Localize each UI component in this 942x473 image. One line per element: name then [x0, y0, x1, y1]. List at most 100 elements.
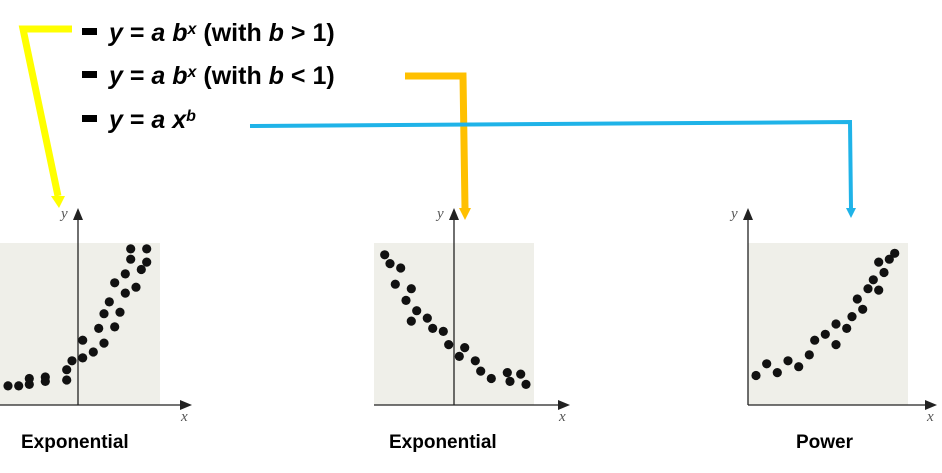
connector-line: [18, 25, 72, 197]
connector-line: [249, 119, 853, 209]
data-point: [126, 244, 136, 254]
legend-var-y: y: [109, 19, 123, 47]
data-point: [794, 362, 804, 372]
data-point: [385, 259, 395, 269]
data-point: [115, 307, 125, 317]
data-point: [874, 257, 884, 267]
data-point: [390, 279, 400, 289]
connector-arrow-icon: [846, 208, 856, 218]
data-point: [406, 316, 416, 326]
data-point: [486, 373, 496, 384]
data-point: [516, 369, 526, 379]
legend-coef: a: [151, 106, 166, 134]
data-point: [502, 368, 512, 378]
x-axis-arrow-icon: [925, 400, 937, 410]
legend-base: b: [172, 19, 188, 47]
legend-bullet: [82, 27, 97, 35]
data-point: [62, 365, 72, 375]
data-point: [810, 335, 820, 345]
legend-item-exponential-growth: y = a bx (with b > 1): [82, 18, 335, 48]
data-point: [142, 244, 152, 254]
y-axis-label: y: [729, 206, 738, 222]
data-point: [78, 335, 88, 345]
legend-equals: =: [122, 19, 152, 47]
data-point: [406, 284, 416, 294]
data-point: [380, 250, 390, 260]
y-axis-arrow-icon: [73, 208, 83, 220]
y-axis-arrow-icon: [449, 208, 459, 220]
data-point: [62, 375, 72, 385]
connector-yellow: [18, 25, 72, 208]
data-point: [438, 326, 448, 336]
legend-condition-rest: > 1): [283, 19, 335, 47]
legend-var-y: y: [109, 106, 123, 134]
x-axis-arrow-icon: [180, 400, 192, 410]
data-point: [14, 381, 24, 391]
plot-panel: [0, 243, 160, 405]
legend-item-power: y = a xb: [82, 105, 196, 135]
data-point: [422, 313, 432, 323]
data-point: [890, 248, 900, 258]
legend-base: x: [172, 106, 187, 134]
data-point: [120, 269, 130, 279]
data-point: [751, 370, 761, 381]
scatter-plot-exponential-decay: x y: [374, 206, 570, 425]
data-point: [412, 306, 422, 316]
data-point: [99, 309, 109, 319]
plot-panel: [748, 243, 908, 405]
data-point: [521, 379, 531, 389]
data-point: [847, 312, 857, 322]
data-point: [831, 340, 841, 350]
data-point: [40, 376, 50, 386]
legend-condition-rest: < 1): [283, 62, 335, 90]
data-point: [762, 359, 772, 369]
legend-condition-var: b: [268, 19, 284, 47]
legend-exponent: x: [187, 21, 197, 38]
data-point: [120, 288, 130, 298]
data-point: [396, 263, 406, 273]
data-point: [884, 254, 894, 264]
data-point: [3, 381, 13, 391]
y-axis-arrow-icon: [743, 208, 753, 220]
data-point: [110, 278, 120, 288]
data-points: [380, 250, 531, 389]
legend-bullet: [82, 114, 97, 122]
data-point: [444, 340, 454, 350]
legend-condition-open: (with: [196, 62, 269, 90]
data-point: [783, 356, 793, 366]
caption-exponential-decay: Exponential: [389, 432, 497, 453]
data-point: [852, 294, 862, 304]
legend-exponent: b: [186, 108, 196, 125]
x-axis-label: x: [558, 409, 566, 425]
data-point: [142, 257, 152, 267]
data-point: [820, 329, 830, 339]
legend-exponent: x: [187, 64, 197, 81]
connector-arrow-icon: [459, 208, 471, 220]
x-axis-label: x: [180, 409, 188, 425]
data-point: [110, 322, 120, 332]
data-point: [858, 304, 868, 314]
legend-equals: =: [122, 106, 152, 134]
data-point: [874, 285, 884, 295]
data-point: [470, 356, 480, 366]
data-point: [428, 323, 438, 333]
data-point: [863, 284, 873, 294]
data-point: [88, 347, 98, 357]
x-axis-arrow-icon: [558, 400, 570, 410]
data-points: [751, 248, 900, 381]
data-points: [3, 244, 152, 391]
legend-coef: a: [151, 19, 166, 47]
connector-arrow-icon: [51, 196, 65, 208]
legend-equals: =: [122, 62, 152, 90]
connector-line: [405, 72, 469, 209]
legend-item-exponential-decay: y = a bx (with b < 1): [82, 61, 335, 91]
legend-condition-var: b: [268, 62, 284, 90]
legend-coef: a: [151, 62, 166, 90]
legend-base: b: [172, 62, 188, 90]
data-point: [78, 353, 88, 363]
data-point: [772, 368, 782, 378]
scatter-plot-exponential-growth: x y: [0, 206, 192, 425]
data-point: [104, 297, 114, 307]
data-point: [126, 254, 136, 264]
